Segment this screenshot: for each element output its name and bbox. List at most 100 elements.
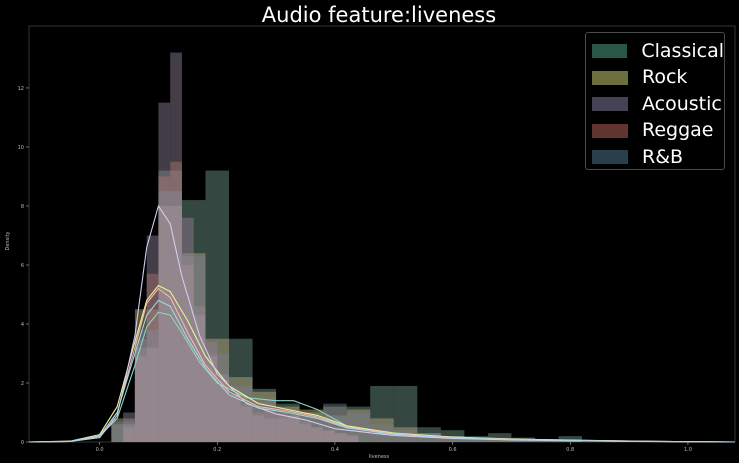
- histogram-bar-overlay: [276, 412, 288, 442]
- histogram-bar-overlay: [181, 200, 206, 442]
- legend-swatch: [592, 123, 628, 138]
- legend-swatch: [592, 150, 628, 165]
- histogram-bar-overlay: [417, 427, 441, 442]
- histogram-bar-overlay: [440, 430, 465, 442]
- histogram-bar-overlay: [181, 217, 194, 442]
- series-r-b-kde-line: [28, 299, 736, 443]
- histogram-bar-overlay: [558, 436, 583, 442]
- x-axis-label: liveness: [369, 454, 390, 460]
- legend-entry-r-b: R&B: [592, 144, 724, 171]
- histogram-bar-overlay: [346, 409, 371, 442]
- histogram-bar-overlay: [276, 412, 300, 442]
- legend-swatch: [592, 70, 628, 85]
- x-tick-label: 1.0: [684, 447, 692, 453]
- histogram-bar-overlay: [205, 341, 218, 442]
- histogram-bar-overlay: [229, 377, 253, 442]
- histogram-bar-overlay: [123, 412, 135, 442]
- histogram-bar: [487, 439, 512, 442]
- histogram-bar-overlay: [311, 427, 324, 442]
- histogram-bar-overlay: [181, 264, 194, 442]
- histogram-bar-overlay: [299, 424, 312, 442]
- histogram-bar-overlay: [158, 191, 182, 442]
- histogram-bar: [534, 440, 559, 442]
- histogram-bar-overlay: [264, 418, 277, 442]
- histogram-bar-overlay: [534, 440, 559, 442]
- histogram-bar-overlay: [323, 430, 335, 442]
- histogram-bar-overlay: [334, 433, 347, 442]
- histogram-bar-overlay: [193, 315, 206, 442]
- histogram-bar-overlay: [287, 415, 300, 442]
- x-tick-label: 0.4: [331, 447, 339, 453]
- legend-label: Classical: [641, 39, 724, 62]
- histogram-bar-overlay: [287, 415, 300, 442]
- y-tick-label: 6: [21, 263, 24, 269]
- legend-entry-acoustic: Acoustic: [592, 91, 724, 118]
- y-tick-label: 2: [21, 381, 24, 387]
- histogram-bar-overlay: [487, 439, 512, 442]
- histogram-bar-overlay: [252, 412, 265, 442]
- histogram-bar-overlay: [311, 427, 324, 442]
- histogram-bar: [276, 412, 300, 442]
- histogram-bar-overlay: [134, 347, 159, 442]
- histogram-bar-overlay: [346, 434, 359, 442]
- histogram-bar-overlay: [487, 433, 512, 442]
- histogram-bar-overlay: [134, 309, 159, 442]
- legend-label: Reggae: [642, 119, 714, 142]
- y-tick-label: 4: [21, 322, 24, 328]
- histogram-bar-overlay: [134, 338, 147, 442]
- histogram-bar-overlay: [134, 329, 159, 442]
- histogram-bar-overlay: [158, 176, 171, 442]
- histogram-bar-overlay: [170, 52, 182, 442]
- legend-label: Rock: [642, 66, 688, 89]
- histogram-bar: [158, 191, 182, 442]
- histogram-bar-overlay: [299, 415, 324, 442]
- histogram-bar-overlay: [464, 437, 488, 442]
- histogram-bar: [134, 329, 159, 442]
- series-rock-bar-highlight: [111, 205, 583, 442]
- histogram-bar-overlay: [217, 374, 230, 442]
- histogram-bar-overlay: [193, 306, 206, 442]
- histogram-bar-overlay: [252, 400, 277, 442]
- x-tick-label: 0.0: [96, 447, 104, 453]
- legend-swatch: [592, 44, 628, 59]
- histogram-bar-overlay: [134, 356, 147, 442]
- histogram-bar-overlay: [534, 440, 559, 442]
- legend-entry-classical: Classical: [592, 38, 724, 65]
- histogram-bar-overlay: [123, 427, 135, 442]
- y-tick-label: 10: [18, 145, 24, 151]
- histogram-bar-overlay: [111, 424, 135, 442]
- legend-swatch: [592, 97, 628, 112]
- histogram-bar-overlay: [299, 421, 312, 442]
- x-tick-label: 0.2: [213, 447, 221, 453]
- histogram-bar: [229, 385, 253, 442]
- histogram-bar-overlay: [393, 385, 418, 442]
- histogram-bar-overlay: [323, 430, 335, 442]
- histogram-bar-overlay: [229, 338, 253, 442]
- series-acoustic-bar-highlight: [123, 52, 359, 442]
- histogram-bar: [111, 421, 135, 442]
- histogram-bar-overlay: [229, 394, 241, 442]
- histogram-bar: [487, 433, 512, 442]
- histogram-bar-overlay: [252, 388, 277, 442]
- histogram-bar-overlay: [276, 418, 288, 442]
- chart-title: Audio feature:liveness: [262, 3, 496, 27]
- histogram-bar-overlay: [240, 406, 253, 442]
- histogram-bar-overlay: [252, 415, 265, 442]
- histogram-bar: [558, 436, 583, 442]
- histogram-bar-overlay: [229, 385, 253, 442]
- histogram-bar-overlay: [487, 439, 512, 442]
- histogram-bar-overlay: [205, 353, 230, 442]
- histogram-bar-overlay: [240, 403, 253, 442]
- histogram-bar-overlay: [146, 273, 159, 442]
- y-axis-label: Density: [5, 231, 11, 250]
- histogram-bar-overlay: [158, 205, 182, 442]
- histogram-bar-overlay: [346, 436, 359, 442]
- histogram-bar-overlay: [205, 356, 218, 442]
- histogram-bar-overlay: [464, 437, 488, 442]
- chart-legend: Classical Rock Acoustic Reggae R&B: [585, 32, 725, 170]
- histogram-bar: [464, 437, 488, 442]
- histogram-bar: [252, 400, 277, 442]
- histogram-bar-overlay: [299, 409, 324, 442]
- legend-label: Acoustic: [642, 92, 722, 115]
- x-tick-label: 0.8: [566, 447, 574, 453]
